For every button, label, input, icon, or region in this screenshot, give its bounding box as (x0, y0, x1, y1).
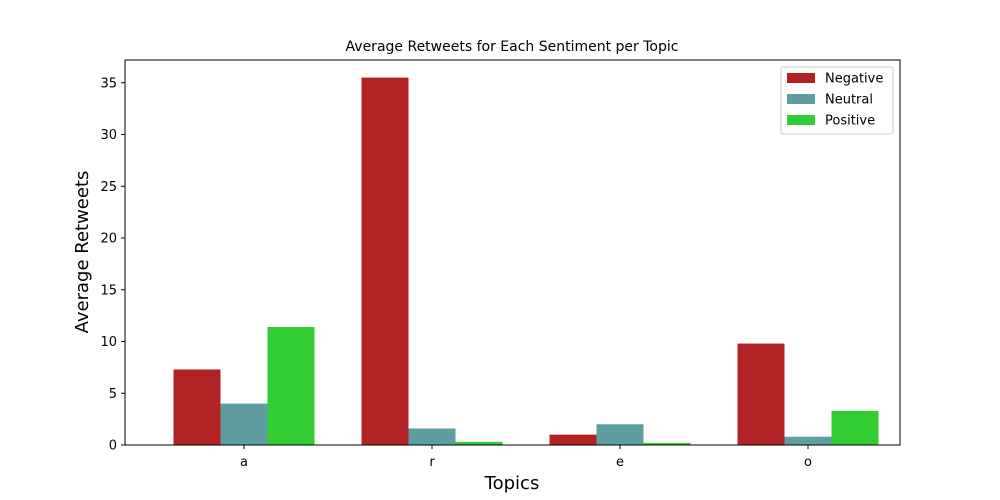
legend-swatch-positive (787, 115, 815, 125)
legend-swatch-neutral (787, 94, 815, 104)
x-tick-label: o (804, 455, 812, 470)
bar-positive-r (455, 441, 503, 445)
legend: Negative Neutral Positive (780, 66, 894, 135)
x-tick-label: r (429, 455, 435, 470)
bars-group (173, 77, 879, 445)
bar-positive-e (643, 442, 691, 445)
chart-title: Average Retweets for Each Sentiment per … (346, 39, 679, 55)
legend-label-neutral: Neutral (825, 93, 873, 108)
x-tick-label: a (240, 455, 248, 470)
y-tick-label: 0 (109, 439, 117, 454)
y-tick-label: 15 (100, 283, 117, 298)
legend-label-negative: Negative (825, 72, 883, 87)
bar-negative-e (549, 434, 597, 445)
y-tick-label: 10 (100, 335, 117, 350)
y-tick-label: 25 (100, 180, 117, 195)
x-axis-label: Topics (484, 473, 540, 494)
bar-negative-r (361, 77, 409, 445)
bar-negative-o (737, 343, 785, 445)
y-tick-label: 5 (109, 387, 117, 402)
bar-positive-o (831, 410, 879, 445)
bar-negative-a (173, 369, 221, 445)
bar-neutral-a (220, 403, 268, 445)
y-tick-label: 30 (100, 128, 117, 143)
bar-neutral-o (784, 436, 832, 445)
plot-frame (124, 59, 901, 446)
y-axis: 0 5 10 15 20 25 30 35 (100, 76, 125, 454)
bar-neutral-e (596, 424, 644, 445)
bar-positive-a (267, 327, 315, 445)
bar-neutral-r (408, 428, 456, 445)
x-tick-label: e (616, 455, 624, 470)
legend-swatch-negative (787, 73, 815, 83)
y-tick-label: 35 (100, 76, 117, 91)
y-axis-label: Average Retweets (72, 171, 93, 334)
legend-label-positive: Positive (825, 114, 875, 129)
y-tick-label: 20 (100, 232, 117, 247)
